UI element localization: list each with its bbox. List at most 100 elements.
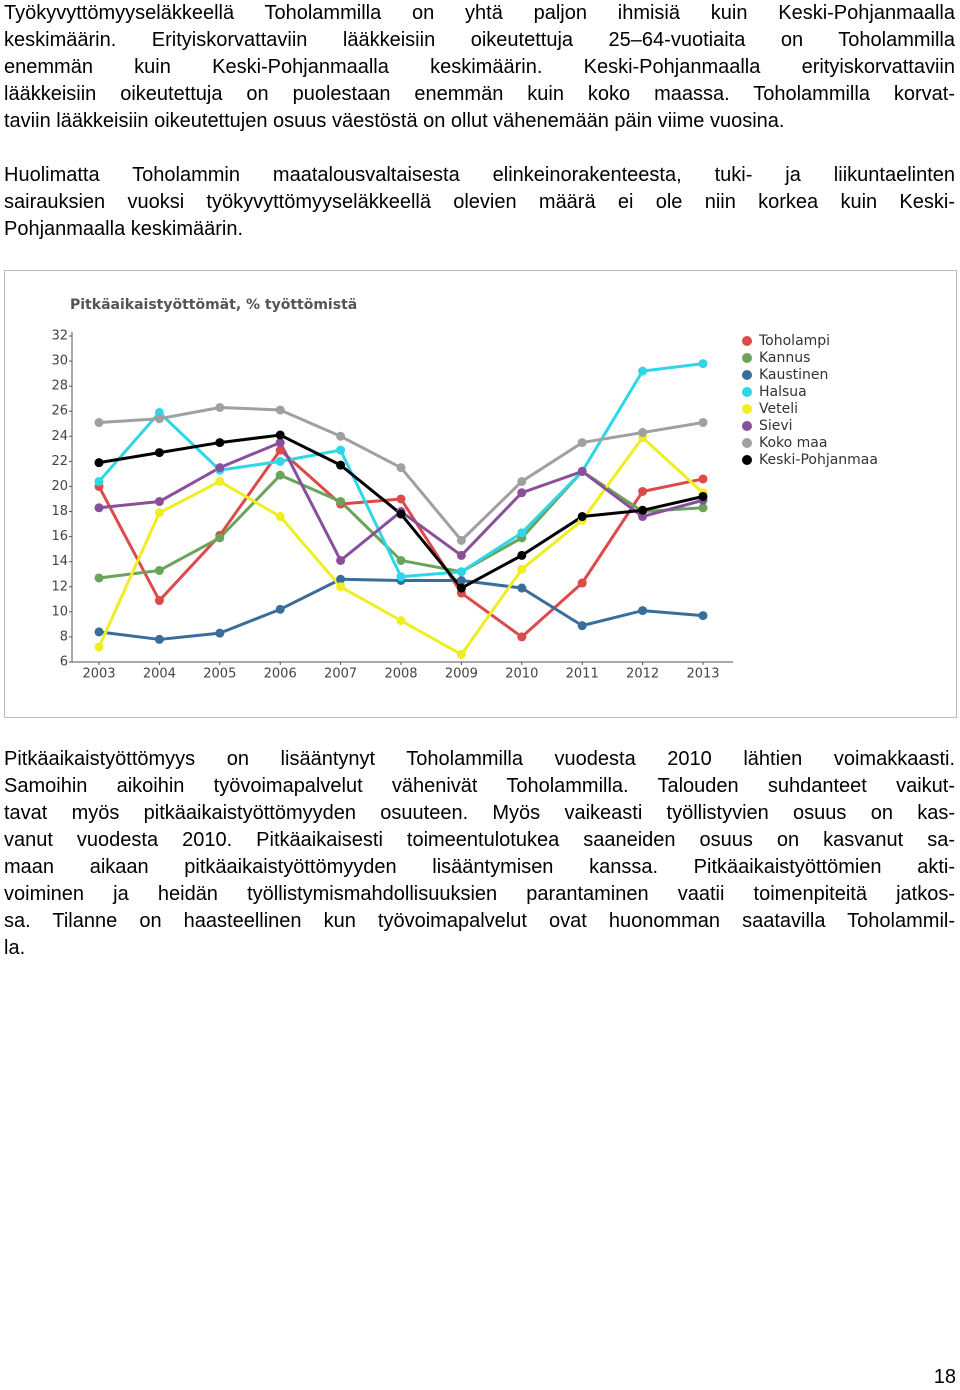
data-point [336,460,346,470]
data-point [94,627,104,637]
data-point [577,466,587,476]
legend-label: Sievi [759,418,793,434]
data-point [154,634,164,644]
data-point [396,616,406,626]
data-point [396,572,406,582]
data-point [577,512,587,522]
text-line: lääkkeisiin oikeutettuja on puolestaan e… [4,83,955,105]
data-point [275,604,285,614]
data-point [94,642,104,652]
data-point [638,505,648,515]
data-point [215,438,225,448]
data-point [517,488,527,498]
text-line: Huolimatta Toholammin maatalousvaltaises… [4,164,955,186]
legend-marker [742,353,752,363]
data-point [396,555,406,565]
y-tick-label: 10 [51,604,68,619]
y-tick-label: 14 [51,554,68,569]
data-point [577,438,587,448]
data-point [577,621,587,631]
data-point [275,430,285,440]
data-point [456,535,466,545]
data-point [275,405,285,415]
x-tick-label: 2008 [384,667,417,682]
data-point [577,578,587,588]
data-point [275,438,285,448]
text-line: taviin lääkkeisiin oikeutettujen osuus v… [4,110,785,132]
data-point [396,509,406,519]
data-point [275,445,285,455]
data-point [456,550,466,560]
data-point [396,463,406,473]
x-tick-label: 2003 [82,667,115,682]
legend-label: Toholampi [758,333,830,349]
legend-label: Keski-Pohjanmaa [759,452,878,468]
text-line: tavat myös pitkäaikaistyöttömyyden osuut… [4,802,955,824]
legend-marker [742,455,752,465]
chart-frame [4,270,957,718]
data-point [154,565,164,575]
data-point [275,456,285,466]
data-point [638,606,648,616]
data-point [154,414,164,424]
x-tick-label: 2010 [505,667,538,682]
x-tick-label: 2005 [203,667,236,682]
data-point [517,550,527,560]
data-point [517,476,527,486]
data-point [517,528,527,538]
text-line: sairauksien vuoksi työkyvyttömyyseläkkee… [4,191,955,213]
data-point [336,555,346,565]
data-point [215,402,225,412]
data-point [154,497,164,507]
text-line: vanut vuodesta 2010. Pitkäaikaisesti toi… [4,829,955,851]
data-point [154,407,164,417]
paragraph: Työkyvyttömyyseläkkeellä Toholammilla on… [4,0,955,135]
text-line: sa. Tilanne on haasteellinen kun työvoim… [4,910,955,932]
data-point [638,486,648,496]
legend-marker [742,336,752,346]
data-point [275,470,285,480]
data-point [215,463,225,473]
text-line: Pohjanmaalla keskimäärin. [4,218,244,240]
y-tick-label: 26 [51,404,68,419]
text-line: maan aikaan pitkäaikaistyöttömyyden lisä… [4,856,955,878]
data-point [275,512,285,522]
text-line: keskimäärin. Erityiskorvattaviin lääkkei… [4,29,955,51]
legend-marker [742,404,752,414]
x-tick-label: 2012 [626,667,659,682]
data-point [517,564,527,574]
legend-marker [742,421,752,431]
data-point [94,573,104,583]
data-point [215,533,225,543]
x-tick-label: 2011 [566,667,599,682]
y-tick-label: 8 [60,629,68,644]
data-point [638,512,648,522]
text-line: enemmän kuin Keski-Pohjanmaalla keskimää… [4,56,955,78]
data-point [456,567,466,577]
y-tick-label: 6 [60,655,68,670]
legend-label: Kaustinen [759,367,828,383]
data-point [456,576,466,585]
data-point [638,366,648,376]
text-line: voiminen ja heidän työllistymismahdollis… [4,883,955,905]
y-tick-label: 12 [51,579,68,594]
data-point [456,649,466,659]
legend-marker [742,387,752,397]
data-point [698,474,708,484]
data-point [698,359,708,369]
data-point [698,491,708,501]
data-point [336,445,346,455]
data-point [154,508,164,518]
data-point [154,448,164,458]
paragraph: Pitkäaikaistyöttömyys on lisääntynyt Toh… [4,746,955,962]
data-point [456,583,466,593]
legend-marker [742,370,752,380]
data-point [638,428,648,438]
y-tick-label: 28 [51,379,68,394]
data-point [215,628,225,638]
text-line: Pitkäaikaistyöttömyys on lisääntynyt Toh… [4,748,955,770]
data-point [698,611,708,621]
text-line: la. [4,937,26,959]
data-point [94,458,104,468]
